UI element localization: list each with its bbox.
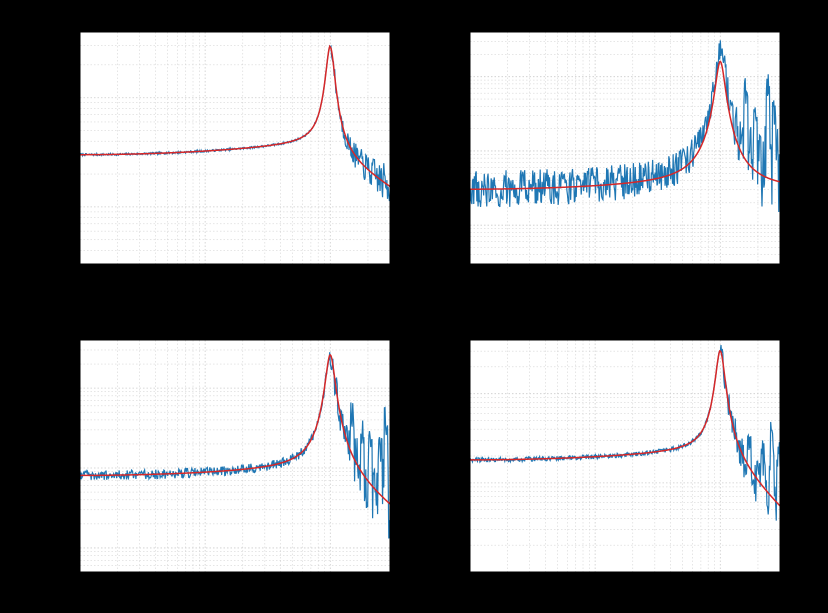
plot-svg bbox=[0, 0, 828, 613]
figure-container bbox=[0, 0, 828, 613]
